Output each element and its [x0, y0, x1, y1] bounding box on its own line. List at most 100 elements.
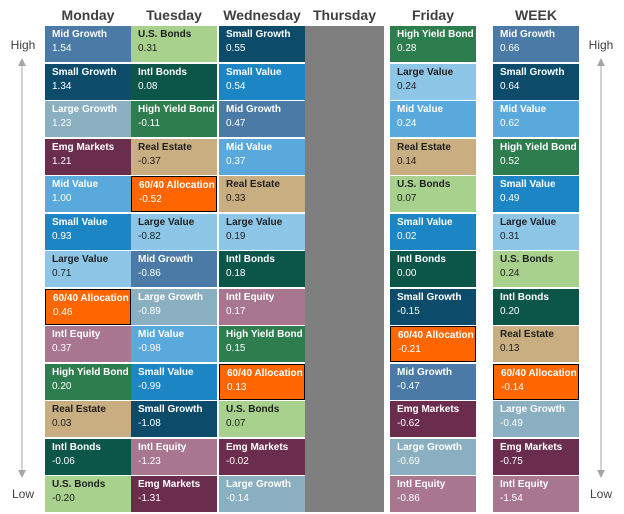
cell-return-value: 1.34: [52, 80, 72, 92]
cell-wednesday-large-value: Large Value 0.19: [219, 213, 305, 250]
cell-return-value: 1.23: [52, 118, 72, 129]
cell-friday-mid-growth: Mid Growth -0.47: [390, 363, 476, 400]
cell-monday-real-estate: Real Estate 0.03: [45, 401, 131, 437]
cell-return-value: 0.14: [397, 155, 417, 167]
cell-return-value: 1.21: [52, 155, 72, 167]
cell-return-value: 0.66: [500, 43, 520, 54]
cell-asset-name: Large Value: [52, 254, 109, 265]
cell-return-value: 0.28: [397, 43, 417, 54]
cell-week-mid-growth: Mid Growth 0.66: [493, 26, 579, 62]
cell-asset-name: High Yield Bond: [52, 366, 129, 378]
cell-asset-name: Small Growth: [52, 66, 117, 78]
cell-asset-name: Emg Markets: [226, 441, 289, 453]
cell-week-intl-bonds: Intl Bonds 0.20: [493, 288, 579, 325]
cell-return-value: 0.17: [226, 305, 246, 317]
cell-wednesday-mid-growth: Mid Growth 0.47: [219, 101, 305, 137]
low-label-left: Low: [11, 487, 34, 501]
cell-return-value: 0.33: [226, 193, 246, 204]
cell-asset-name: Real Estate: [226, 179, 280, 190]
cell-return-value: 0.24: [397, 118, 417, 129]
cell-tuesday-intl-equity: Intl Equity -1.23: [131, 438, 217, 475]
cell-friday-mid-value: Mid Value 0.24: [390, 101, 476, 137]
cell-asset-name: Large Growth: [500, 404, 566, 415]
cell-return-value: -0.69: [397, 455, 420, 467]
cell-return-value: -0.62: [397, 418, 420, 429]
cell-return-value: -0.14: [501, 381, 524, 393]
cell-return-value: 0.13: [227, 381, 247, 393]
cell-asset-name: High Yield Bond: [500, 141, 577, 153]
cell-asset-name: Real Estate: [500, 329, 554, 340]
day-header-week: WEEK: [515, 7, 557, 23]
cell-monday-u-s-bonds: U.S. Bonds -0.20: [45, 476, 131, 512]
cell-tuesday-small-growth: Small Growth -1.08: [131, 401, 217, 437]
cell-asset-name: Emg Markets: [52, 141, 115, 153]
cell-asset-name: Mid Growth: [138, 254, 193, 265]
cell-return-value: 0.24: [500, 268, 520, 279]
cell-return-value: -1.31: [138, 493, 161, 504]
cell-return-value: 0.18: [226, 268, 246, 279]
cell-asset-name: Intl Bonds: [226, 254, 275, 265]
cell-asset-name: U.S. Bonds: [500, 254, 554, 265]
cell-return-value: 0.08: [138, 80, 158, 92]
cell-return-value: 0.52: [500, 155, 520, 167]
cell-tuesday-emg-markets: Emg Markets -1.31: [131, 476, 217, 512]
cell-asset-name: 60/40 Allocation: [53, 292, 129, 304]
cell-wednesday-mid-value: Mid Value 0.37: [219, 138, 305, 175]
cell-return-value: 0.02: [397, 230, 417, 242]
cell-friday-large-growth: Large Growth -0.69: [390, 438, 476, 475]
cell-monday-small-value: Small Value 0.93: [45, 213, 131, 250]
high-label-left: High: [10, 38, 36, 52]
cell-return-value: -0.86: [138, 268, 161, 279]
cell-asset-name: U.S. Bonds: [226, 404, 280, 415]
cell-asset-name: Mid Value: [500, 104, 547, 115]
cell-return-value: -0.49: [500, 418, 523, 429]
cell-monday-high-yield-bond: High Yield Bond 0.20: [45, 363, 131, 400]
cell-wednesday-intl-bonds: Intl Bonds 0.18: [219, 251, 305, 287]
cell-asset-name: Mid Growth: [397, 366, 452, 378]
cell-asset-name: Intl Equity: [397, 479, 446, 490]
cell-asset-name: Emg Markets: [397, 404, 460, 415]
cell-asset-name: Mid Growth: [500, 29, 555, 40]
cell-asset-name: High Yield Bond: [138, 104, 215, 115]
cell-return-value: -0.98: [138, 343, 161, 354]
cell-week-60-40-allocation: 60/40 Allocation -0.14: [493, 363, 579, 400]
cell-tuesday-mid-value: Mid Value -0.98: [131, 326, 217, 362]
cell-return-value: -0.02: [226, 455, 249, 467]
cell-asset-name: Intl Equity: [500, 479, 549, 490]
cell-return-value: -0.37: [138, 155, 161, 167]
cell-asset-name: U.S. Bonds: [52, 479, 106, 490]
cell-return-value: 0.64: [500, 80, 520, 92]
cell-asset-name: U.S. Bonds: [138, 29, 192, 40]
day-header-monday: Monday: [61, 7, 115, 23]
day-header-thursday: Thursday: [312, 7, 376, 23]
cell-monday-small-growth: Small Growth 1.34: [45, 63, 131, 100]
cell-return-value: -1.23: [138, 455, 161, 467]
cell-tuesday-60-40-allocation: 60/40 Allocation -0.52: [131, 176, 217, 212]
cell-asset-name: Intl Bonds: [500, 291, 549, 303]
cell-tuesday-real-estate: Real Estate -0.37: [131, 138, 217, 175]
right-rank-arrow: [597, 58, 605, 478]
cell-friday-high-yield-bond: High Yield Bond 0.28: [390, 26, 476, 62]
cell-return-value: -0.86: [397, 493, 420, 504]
cell-return-value: 0.24: [397, 80, 417, 92]
cell-asset-name: Mid Growth: [52, 29, 107, 40]
cell-monday-large-growth: Large Growth 1.23: [45, 101, 131, 137]
day-header-tuesday: Tuesday: [146, 7, 202, 23]
cell-asset-name: Emg Markets: [138, 479, 201, 490]
cell-asset-name: Mid Value: [397, 104, 444, 115]
day-header-wednesday: Wednesday: [223, 7, 301, 23]
cell-asset-name: High Yield Bond: [397, 29, 474, 40]
cell-return-value: 1.00: [52, 193, 72, 204]
cell-wednesday-small-growth: Small Growth 0.55: [219, 26, 305, 62]
cell-return-value: 0.49: [500, 193, 520, 204]
cell-friday-60-40-allocation: 60/40 Allocation -0.21: [390, 326, 476, 362]
cell-return-value: 0.46: [53, 306, 73, 318]
cell-asset-name: Intl Equity: [52, 329, 101, 340]
cell-asset-name: Large Growth: [226, 479, 292, 490]
cell-return-value: 0.37: [226, 155, 246, 167]
cell-return-value: 0.31: [138, 43, 158, 54]
cell-return-value: -1.54: [500, 493, 523, 504]
cell-asset-name: Intl Bonds: [397, 254, 446, 265]
cell-asset-name: 60/40 Allocation: [139, 180, 215, 191]
cell-friday-u-s-bonds: U.S. Bonds 0.07: [390, 176, 476, 212]
